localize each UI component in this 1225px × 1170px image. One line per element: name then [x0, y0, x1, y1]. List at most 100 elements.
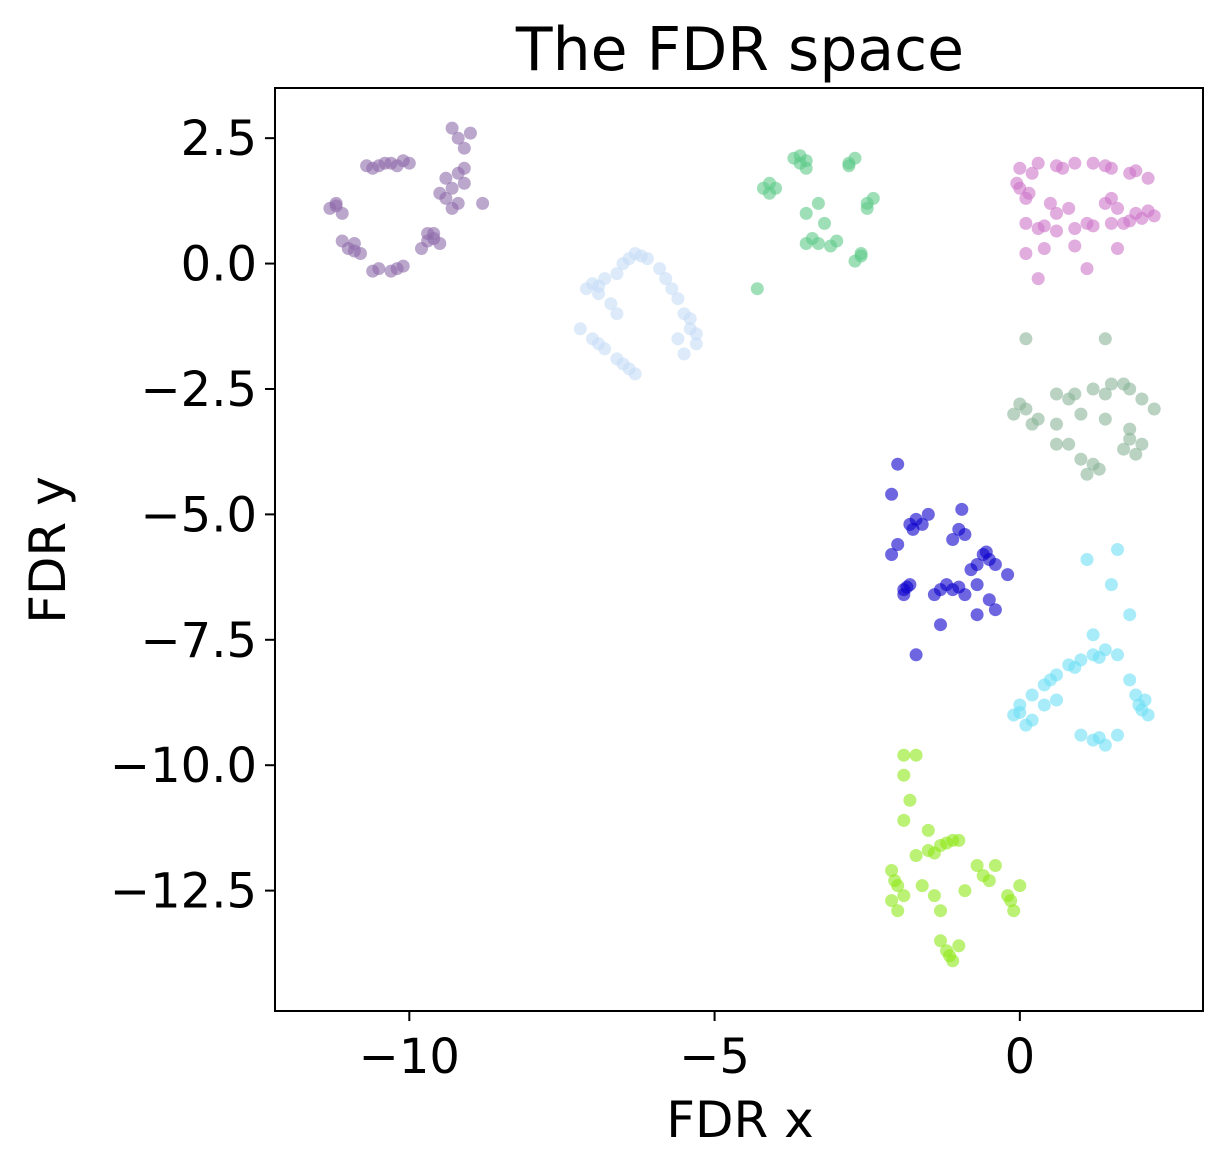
scatter-point-3-16 [1019, 216, 1033, 230]
scatter-point-1-30 [671, 292, 685, 306]
scatter-point-6-27 [1111, 728, 1124, 742]
scatter-point-1-31 [665, 282, 679, 296]
scatter-point-1-20 [628, 367, 642, 381]
scatter-point-7-30 [909, 748, 923, 762]
y-axis-ticks: 2.5 0.0 −2.5 −5.0 −7.5 −10.0 −12.5 [110, 111, 275, 920]
scatter-point-2-13 [799, 206, 813, 220]
scatter-point-1-26 [677, 347, 691, 361]
scatter-point-7-21 [934, 934, 947, 948]
scatter-point-5-13 [979, 545, 993, 559]
scatter-point-7-18 [1007, 904, 1021, 918]
scatter-point-7-26 [915, 879, 929, 893]
scatter-point-3-15 [1022, 186, 1036, 200]
scatter-point-2-16 [866, 191, 880, 205]
scatter-point-1-28 [689, 327, 703, 341]
scatter-point-4-19 [1050, 437, 1063, 451]
scatter-point-5-9 [970, 558, 984, 571]
scatter-point-6-15 [1013, 706, 1027, 719]
scatter-point-5-28 [885, 487, 899, 501]
scatter-point-0-5 [366, 161, 380, 175]
plot-frame [274, 87, 1204, 1012]
y-tick-label-6: −12.5 [110, 864, 257, 920]
scatter-point-0-8 [439, 171, 453, 185]
x-axis-ticks: −10 −5 0 [359, 1011, 1035, 1085]
scatter-point-3-32 [1043, 196, 1057, 210]
scatter-point-5-23 [952, 580, 966, 594]
scatter-point-6-29 [1104, 578, 1118, 592]
scatter-point-4-1 [1007, 407, 1021, 421]
scatter-point-3-35 [1037, 242, 1051, 255]
scatter-point-6-17 [1050, 693, 1063, 707]
scatter-point-7-5 [888, 874, 902, 888]
scatter-point-3-11 [1129, 164, 1143, 178]
scatter-point-1-25 [689, 337, 703, 351]
x-axis-label: FDR x [666, 1091, 814, 1149]
scatter-point-2-21 [830, 234, 844, 248]
scatter-point-3-31 [1104, 191, 1118, 205]
scatter-point-7-29 [897, 748, 911, 762]
scatter-point-6-7 [1111, 648, 1124, 662]
scatter-point-7-27 [927, 889, 941, 903]
scatter-point-5-34 [970, 608, 984, 622]
scatter-point-2-12 [811, 196, 825, 210]
scatter-point-3-3 [1068, 156, 1082, 170]
scatter-point-6-32 [1111, 543, 1124, 556]
scatter-point-3-33 [1050, 206, 1063, 220]
scatter-point-5-31 [885, 548, 899, 561]
scatter-point-3-28 [1111, 201, 1124, 215]
scatter-point-1-14 [592, 279, 606, 293]
scatter-point-3-41 [1019, 247, 1033, 260]
scatter-point-5-6 [946, 533, 960, 546]
scatter-point-4-5 [1050, 387, 1063, 401]
scatter-point-0-25 [329, 199, 343, 213]
scatter-point-7-3 [891, 904, 905, 918]
scatter-point-0-30 [347, 244, 361, 258]
scatter-point-3-25 [1080, 216, 1094, 230]
scatter-point-0-41 [427, 227, 441, 240]
y-tick-label-0: 2.5 [181, 111, 257, 167]
data-points [323, 121, 1161, 968]
scatter-point-7-4 [897, 889, 911, 903]
scatter-point-7-12 [940, 836, 954, 850]
scatter-point-2-4 [799, 154, 813, 168]
scatter-point-7-10 [952, 833, 966, 847]
scatter-point-0-4 [402, 156, 416, 170]
scatter-point-1-27 [683, 312, 697, 326]
scatter-point-0-9 [445, 181, 459, 195]
scatter-point-4-15 [1074, 407, 1088, 421]
scatter-point-0-21 [457, 161, 471, 175]
scatter-point-6-21 [1141, 708, 1155, 722]
scatter-point-7-15 [988, 859, 1002, 872]
scatter-point-0-6 [390, 159, 404, 173]
scatter-point-4-25 [1117, 442, 1131, 456]
y-tick-label-3: −5.0 [140, 487, 257, 543]
scatter-point-0-35 [384, 264, 398, 278]
scatter-point-4-8 [1104, 377, 1118, 391]
scatter-point-3-4 [1086, 156, 1100, 170]
scatter-point-2-26 [750, 282, 764, 296]
scatter-point-1-7 [634, 249, 648, 263]
scatter-point-7-19 [1013, 879, 1027, 893]
scatter-point-1-13 [610, 307, 624, 321]
y-tick-label-4: −7.5 [140, 613, 257, 669]
scatter-point-3-7 [1141, 171, 1155, 185]
scatter-point-0-18 [457, 141, 471, 155]
scatter-point-4-4 [1031, 412, 1045, 426]
scatter-point-0-38 [433, 237, 447, 250]
scatter-point-3-9 [1056, 161, 1070, 175]
scatter-point-0-29 [335, 234, 349, 248]
scatter-point-2-11 [763, 176, 776, 190]
scatter-point-6-18 [1123, 673, 1137, 687]
scatter-point-1-5 [610, 267, 624, 281]
scatter-point-7-24 [952, 939, 966, 953]
scatter-point-4-3 [1013, 397, 1027, 411]
scatter-point-3-1 [1031, 156, 1045, 170]
scatter-point-1-11 [579, 282, 593, 296]
scatter-point-0-14 [433, 186, 447, 200]
scatter-point-5-30 [891, 538, 905, 551]
scatter-point-5-17 [900, 580, 914, 594]
scatter-point-4-14 [1117, 377, 1131, 391]
scatter-point-7-0 [885, 864, 899, 877]
scatter-point-6-9 [1068, 660, 1082, 674]
